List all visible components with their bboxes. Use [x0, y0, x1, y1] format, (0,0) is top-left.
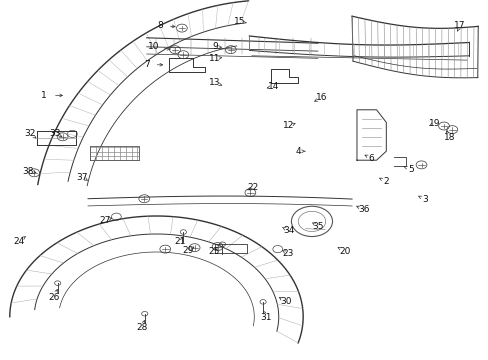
Text: 36: 36	[358, 205, 369, 214]
Text: 10: 10	[148, 42, 160, 51]
Text: 19: 19	[427, 118, 439, 127]
Text: 34: 34	[282, 226, 294, 235]
Text: 4: 4	[295, 147, 301, 156]
Text: 23: 23	[282, 249, 294, 258]
Text: 2: 2	[383, 177, 388, 186]
Text: 26: 26	[48, 292, 60, 302]
Text: 20: 20	[338, 247, 350, 256]
Text: 5: 5	[407, 165, 413, 174]
Text: 27: 27	[99, 216, 111, 225]
Text: 1: 1	[41, 91, 47, 100]
Text: 33: 33	[49, 129, 61, 138]
Text: 14: 14	[267, 82, 279, 91]
Text: 15: 15	[233, 17, 245, 26]
Text: 12: 12	[282, 122, 294, 130]
Text: 18: 18	[443, 133, 455, 142]
Text: 30: 30	[280, 297, 291, 306]
Text: 31: 31	[260, 313, 272, 322]
Text: 16: 16	[315, 94, 327, 102]
Text: 29: 29	[182, 246, 194, 255]
Text: 13: 13	[209, 78, 221, 87]
Text: 35: 35	[311, 222, 323, 231]
Text: 25: 25	[208, 248, 220, 256]
Text: 22: 22	[247, 184, 259, 192]
Text: 7: 7	[143, 60, 149, 69]
Text: 11: 11	[209, 54, 221, 63]
Text: 17: 17	[453, 21, 465, 30]
Text: 8: 8	[157, 21, 163, 30]
Text: 21: 21	[174, 238, 185, 246]
Text: 6: 6	[368, 154, 374, 163]
Text: 38: 38	[22, 166, 34, 175]
Text: 32: 32	[24, 129, 36, 138]
Text: 28: 28	[136, 323, 147, 332]
Text: 3: 3	[422, 195, 427, 204]
Text: 9: 9	[212, 42, 218, 51]
Text: 24: 24	[13, 237, 24, 246]
Text: 37: 37	[76, 173, 88, 181]
